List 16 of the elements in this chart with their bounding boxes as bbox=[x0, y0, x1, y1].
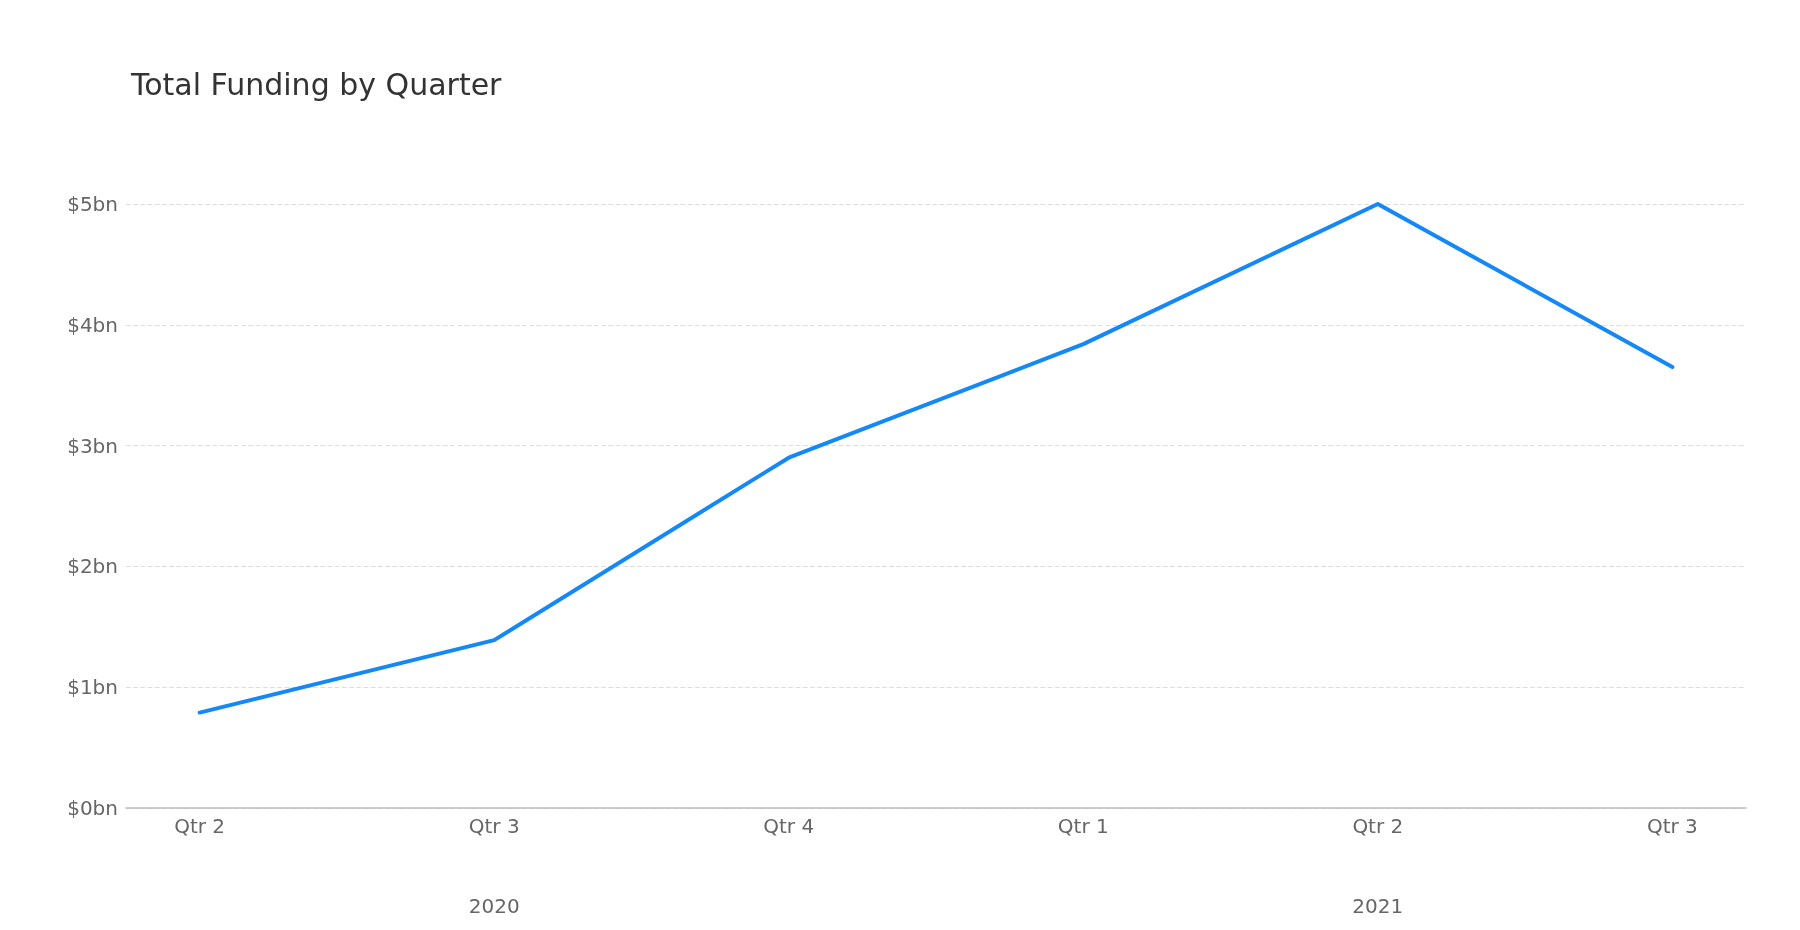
y-tick-label: $3bn bbox=[67, 433, 118, 458]
y-tick-label: $4bn bbox=[67, 312, 118, 337]
x-tick-label: Qtr 3 bbox=[468, 814, 520, 838]
chart-title: Total Funding by Quarter bbox=[130, 66, 503, 102]
line-series bbox=[197, 202, 1675, 715]
x-tick-label: Qtr 2 bbox=[174, 814, 226, 838]
x-tick-label: Qtr 4 bbox=[763, 814, 815, 838]
y-tick-label: $1bn bbox=[67, 675, 118, 700]
y-tick-label: $0bn bbox=[67, 796, 118, 820]
y-tick-label: $2bn bbox=[67, 554, 118, 579]
y-tick-label: $5bn bbox=[67, 192, 118, 216]
text: 2021 bbox=[1352, 894, 1404, 918]
x-tick-label: Qtr 2 bbox=[1352, 814, 1404, 838]
x-tick-label: Qtr 3 bbox=[1646, 814, 1698, 838]
text: 2020 bbox=[468, 894, 520, 918]
x-tick-label: Qtr 1 bbox=[1057, 814, 1109, 838]
